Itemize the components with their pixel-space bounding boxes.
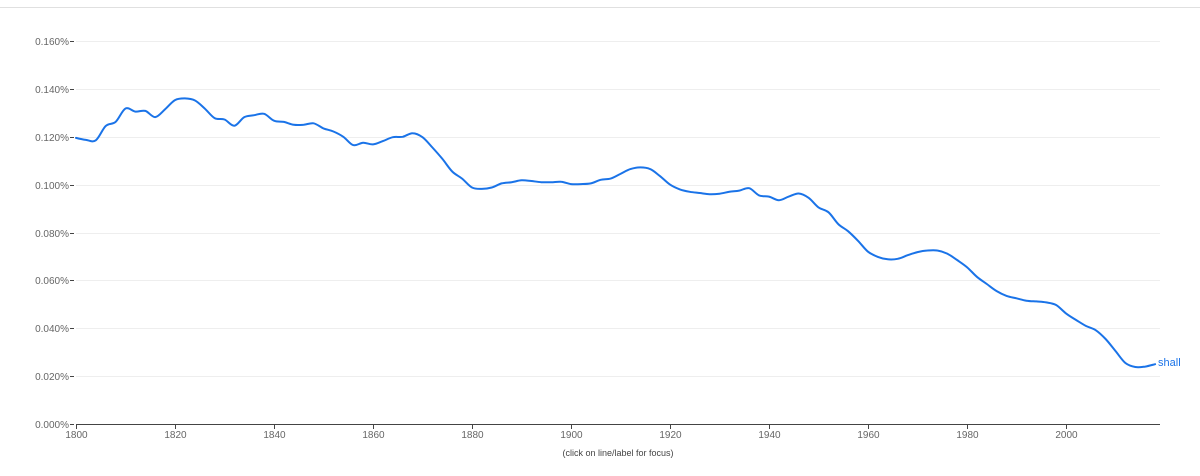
x-tick-label: 1860 bbox=[362, 430, 385, 441]
top-border bbox=[0, 7, 1200, 8]
y-tick-label: 0.160% bbox=[35, 37, 69, 48]
x-tick-label: 1960 bbox=[857, 430, 880, 441]
focus-hint: (click on line/label for focus) bbox=[562, 448, 674, 458]
y-axis: 0.000% 0.020% 0.040% 0.060% 0.080% 0.100% 0.12… bbox=[35, 37, 74, 431]
grid bbox=[76, 41, 1160, 377]
y-tick-label: 0.080% bbox=[35, 229, 69, 240]
x-tick-label: 1920 bbox=[659, 430, 682, 441]
y-tick-label: 0.040% bbox=[35, 324, 69, 335]
y-tick-label: 0.120% bbox=[35, 133, 69, 144]
series-label-shall[interactable]: shall bbox=[1158, 357, 1181, 369]
x-tick-label: 1880 bbox=[461, 430, 484, 441]
series-group[interactable]: shall bbox=[75, 97, 1181, 369]
x-tick-label: 1980 bbox=[956, 430, 979, 441]
y-tick-label: 0.100% bbox=[35, 181, 69, 192]
x-tick-label: 1900 bbox=[560, 430, 583, 441]
x-tick-label: 1800 bbox=[65, 430, 88, 441]
x-tick-label: 2000 bbox=[1055, 430, 1078, 441]
y-tick-label: 0.000% bbox=[35, 420, 69, 431]
x-tick-label: 1820 bbox=[164, 430, 187, 441]
x-axis: 1800 1820 1840 1860 1880 1900 1920 1940 1960 1980… bbox=[65, 424, 1160, 441]
series-line-shall[interactable] bbox=[75, 97, 1157, 369]
x-tick-label: 1940 bbox=[758, 430, 781, 441]
y-tick-label: 0.140% bbox=[35, 85, 69, 96]
y-tick-label: 0.020% bbox=[35, 372, 69, 383]
y-tick-label: 0.060% bbox=[35, 276, 69, 287]
x-tick-label: 1840 bbox=[263, 430, 286, 441]
